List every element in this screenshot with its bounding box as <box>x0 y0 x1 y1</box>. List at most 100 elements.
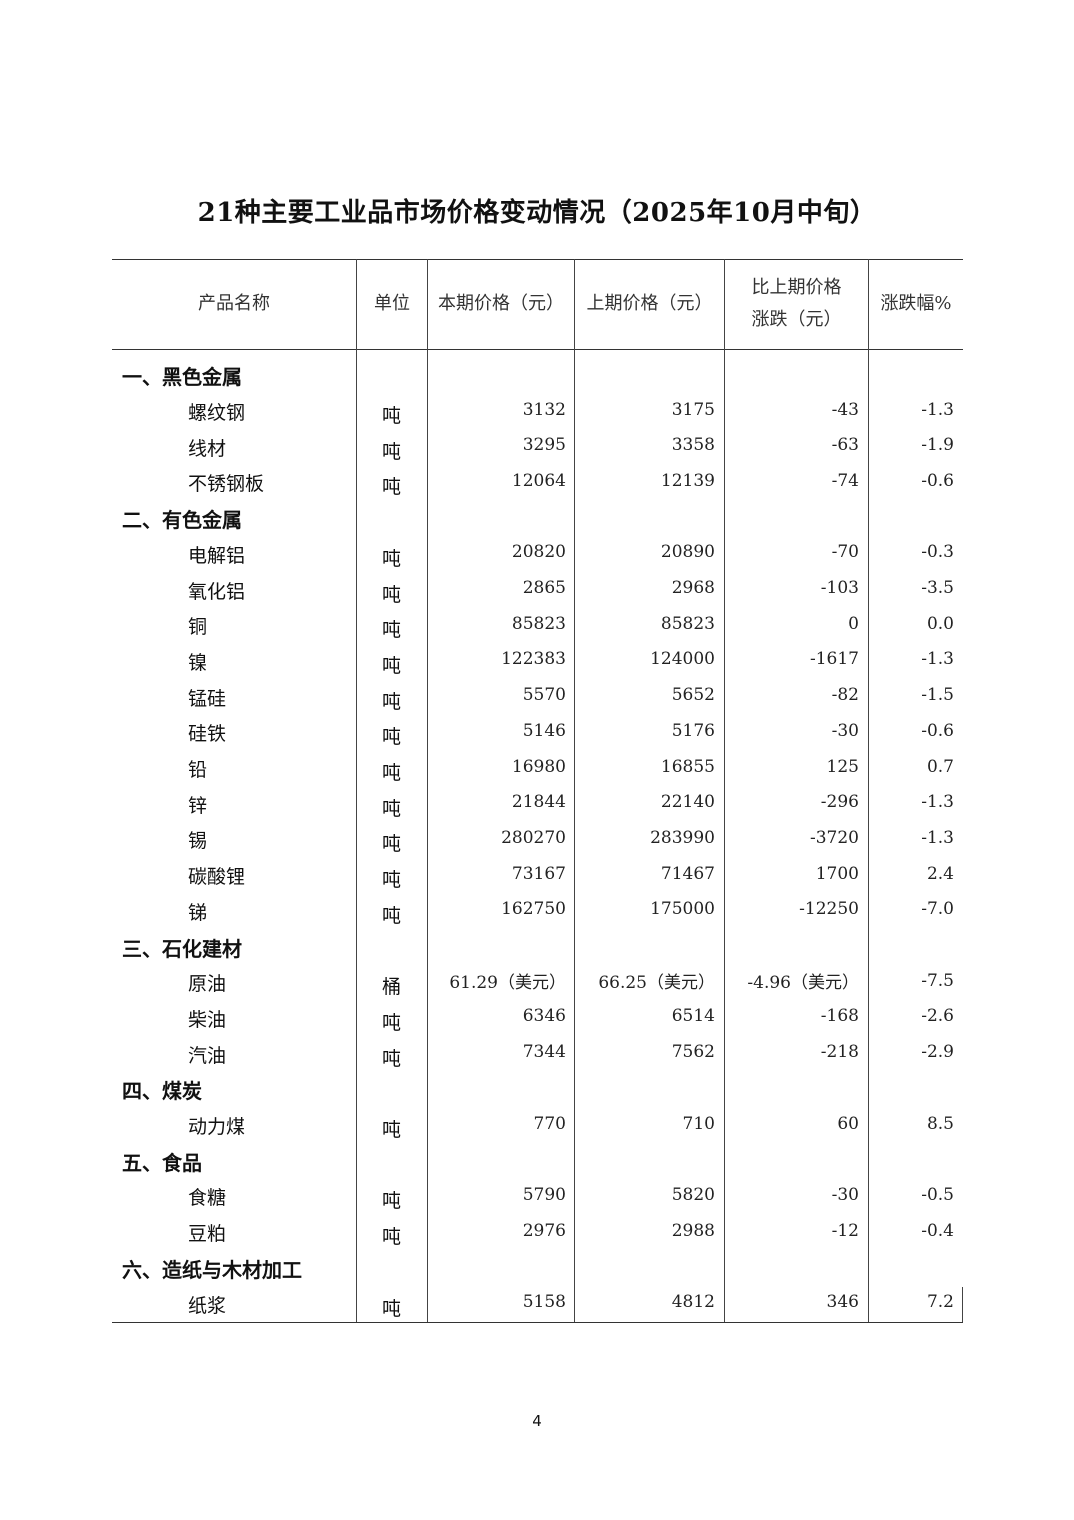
price-change: -63 <box>831 435 859 456</box>
current-price: 122383 <box>501 649 566 670</box>
unit: 桶 <box>381 976 401 999</box>
change-pct: 0.7 <box>926 756 954 777</box>
header-change-pct: 涨跌幅% <box>880 293 952 314</box>
product-name: 镍 <box>188 651 208 674</box>
table-row: 锑 吨 162750 175000 -12250 -7.0 <box>112 894 963 930</box>
change-pct: -0.4 <box>921 1220 954 1241</box>
change-pct: -0.5 <box>921 1184 954 1205</box>
current-price: 16980 <box>511 756 566 777</box>
price-change: 60 <box>837 1113 859 1134</box>
current-price: 61.29（美元） <box>449 973 566 994</box>
price-change: -1617 <box>809 649 859 670</box>
column-divider <box>427 259 428 1322</box>
current-price: 3132 <box>522 399 566 420</box>
product-name: 锡 <box>188 830 208 853</box>
section-title: 三、石化建材 <box>122 936 242 961</box>
unit: 吨 <box>381 1190 401 1213</box>
previous-price: 12139 <box>660 470 715 491</box>
change-pct: -1.9 <box>921 435 954 456</box>
product-name: 线材 <box>188 437 227 460</box>
section-row: 一、黑色金属 <box>112 358 963 394</box>
price-change: -82 <box>831 685 859 706</box>
product-name: 电解铝 <box>188 544 246 567</box>
product-name: 原油 <box>188 973 227 996</box>
change-pct: -2.9 <box>921 1042 954 1063</box>
previous-price: 6514 <box>671 1006 715 1027</box>
current-price: 2865 <box>522 578 566 599</box>
table-row: 铅 吨 16980 16855 125 0.7 <box>112 751 963 787</box>
previous-price: 283990 <box>650 827 715 848</box>
column-divider <box>868 259 869 1322</box>
previous-price: 2968 <box>671 578 715 599</box>
change-pct: -1.5 <box>921 685 954 706</box>
previous-price: 3175 <box>671 399 715 420</box>
page-title: 21种主要工业品市场价格变动情况（2025年10月中旬） <box>197 198 877 228</box>
price-change: -296 <box>820 792 859 813</box>
price-change: -43 <box>831 399 859 420</box>
change-pct: -0.6 <box>921 470 954 491</box>
unit: 吨 <box>381 405 401 428</box>
table-row: 锌 吨 21844 22140 -296 -1.3 <box>112 786 963 822</box>
change-pct: -0.3 <box>921 542 954 563</box>
previous-price: 3358 <box>671 435 715 456</box>
current-price: 21844 <box>511 792 566 813</box>
current-price: 85823 <box>511 613 566 634</box>
previous-price: 7562 <box>671 1042 715 1063</box>
unit: 吨 <box>381 869 401 892</box>
product-name: 氧化铝 <box>188 580 246 603</box>
header-unit: 单位 <box>374 293 410 314</box>
change-pct: -1.3 <box>921 827 954 848</box>
column-divider <box>962 1287 963 1322</box>
previous-price: 2988 <box>671 1220 715 1241</box>
price-change: 346 <box>826 1292 859 1313</box>
table-row: 纸浆 吨 5158 4812 346 7.2 <box>112 1286 963 1322</box>
section-title: 四、煤炭 <box>122 1079 202 1104</box>
previous-price: 175000 <box>650 899 715 920</box>
current-price: 20820 <box>511 542 566 563</box>
previous-price: 124000 <box>650 649 715 670</box>
product-name: 锌 <box>188 794 208 817</box>
previous-price: 5176 <box>671 720 715 741</box>
unit: 吨 <box>381 1119 401 1142</box>
unit: 吨 <box>381 904 401 927</box>
table-row: 镍 吨 122383 124000 -1617 -1.3 <box>112 644 963 680</box>
unit: 吨 <box>381 833 401 856</box>
section-title: 一、黑色金属 <box>122 365 242 390</box>
section-row: 三、石化建材 <box>112 929 963 965</box>
section-title: 六、造纸与木材加工 <box>122 1257 302 1282</box>
table-row: 动力煤 吨 770 710 60 8.5 <box>112 1108 963 1144</box>
product-name: 锰硅 <box>188 687 227 710</box>
previous-price: 4812 <box>671 1292 715 1313</box>
previous-price: 22140 <box>660 792 715 813</box>
table-row: 铜 吨 85823 85823 0 0.0 <box>112 608 963 644</box>
price-change: -12250 <box>799 899 859 920</box>
section-row: 六、造纸与木材加工 <box>112 1251 963 1287</box>
price-change: -218 <box>820 1042 859 1063</box>
change-pct: 7.2 <box>926 1292 954 1313</box>
price-change: -30 <box>831 1184 859 1205</box>
unit: 吨 <box>381 1011 401 1034</box>
change-pct: -3.5 <box>921 578 954 599</box>
change-pct: -7.0 <box>921 899 954 920</box>
current-price: 5146 <box>522 720 566 741</box>
current-price: 5158 <box>522 1292 566 1313</box>
unit: 吨 <box>381 762 401 785</box>
table-row: 螺纹钢 吨 3132 3175 -43 -1.3 <box>112 394 963 430</box>
current-price: 73167 <box>511 863 566 884</box>
table-row: 碳酸锂 吨 73167 71467 1700 2.4 <box>112 858 963 894</box>
table-row: 食糖 吨 5790 5820 -30 -0.5 <box>112 1179 963 1215</box>
unit: 吨 <box>381 440 401 463</box>
price-change: -168 <box>820 1006 859 1027</box>
header-bottom-rule <box>112 349 963 350</box>
price-change: -12 <box>831 1220 859 1241</box>
unit: 吨 <box>381 476 401 499</box>
current-price: 7344 <box>522 1042 566 1063</box>
product-name: 豆粕 <box>188 1223 227 1246</box>
section-row: 四、煤炭 <box>112 1072 963 1108</box>
product-name: 柴油 <box>188 1008 227 1031</box>
unit: 吨 <box>381 690 401 713</box>
product-name: 铅 <box>188 759 208 782</box>
change-pct: -0.6 <box>921 720 954 741</box>
price-change: 125 <box>826 756 859 777</box>
change-pct: 0.0 <box>926 613 954 634</box>
